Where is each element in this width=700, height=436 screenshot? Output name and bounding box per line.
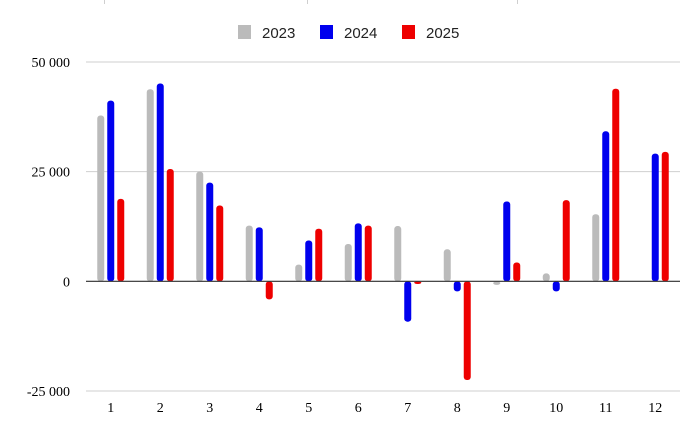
- bar-2025-8: [463, 281, 471, 381]
- bar-2024-10: [552, 281, 560, 292]
- bar-2024-12: [651, 153, 659, 282]
- bar-2025-1: [117, 198, 125, 282]
- x-tick-label: 3: [206, 401, 213, 416]
- bar-2025-9: [513, 262, 521, 282]
- bar-2025-6: [364, 225, 372, 282]
- legend-swatch-2024: [320, 25, 333, 39]
- frame-divider-left: [104, 0, 105, 4]
- x-tick-label: 8: [454, 401, 461, 416]
- y-tick-label: -25 000: [27, 385, 70, 400]
- bar-2024-2: [156, 83, 164, 282]
- legend-label-2023: 2023: [262, 25, 295, 42]
- bar-2023-5: [295, 264, 303, 282]
- frame-divider-mid: [307, 0, 308, 4]
- bar-2025-2: [166, 169, 174, 282]
- bar-2024-11: [602, 131, 610, 282]
- x-tick-label: 2: [157, 401, 164, 416]
- bar-2023-4: [245, 225, 253, 282]
- bar-2023-1: [97, 115, 105, 282]
- bar-2023-2: [146, 89, 154, 282]
- bar-2025-4: [265, 281, 273, 300]
- bar-2025-7: [414, 281, 422, 284]
- bar-2023-8: [443, 249, 451, 282]
- bar-2025-12: [661, 151, 669, 282]
- x-tick-label: 12: [648, 401, 662, 416]
- x-tick-label: 1: [107, 401, 114, 416]
- bars-layer: [97, 83, 669, 381]
- bar-2024-4: [255, 227, 263, 282]
- x-axis: 1 2 3 4 5 6 7 8 9 10 11 12: [107, 401, 662, 416]
- x-tick-label: 9: [503, 401, 510, 416]
- bar-2024-7: [404, 281, 412, 322]
- y-tick-label: 0: [63, 275, 70, 290]
- bar-2023-10: [542, 273, 550, 282]
- bar-2023-6: [344, 244, 352, 282]
- bar-2023-3: [196, 171, 204, 282]
- x-tick-label: 5: [305, 401, 312, 416]
- bar-2024-1: [107, 100, 115, 282]
- legend-label-2024: 2024: [344, 25, 377, 42]
- legend-swatch-2025: [402, 25, 415, 39]
- grid-lines: [86, 61, 680, 392]
- frame-divider-right: [517, 0, 518, 4]
- bar-2025-5: [315, 228, 323, 282]
- bar-2024-6: [354, 223, 362, 282]
- bar-2023-7: [394, 226, 402, 282]
- bar-2024-9: [503, 201, 511, 282]
- x-tick-label: 4: [256, 401, 263, 416]
- y-axis: -25 000 0 25 000 50 000: [27, 56, 70, 400]
- bar-2024-5: [305, 240, 313, 282]
- bar-2025-3: [216, 205, 224, 282]
- bar-2025-11: [612, 88, 620, 282]
- x-tick-label: 7: [404, 401, 411, 416]
- y-tick-label: 25 000: [32, 166, 71, 181]
- bar-2024-3: [206, 182, 214, 282]
- x-tick-label: 11: [599, 401, 612, 416]
- x-tick-label: 6: [355, 401, 362, 416]
- y-tick-label: 50 000: [32, 56, 71, 71]
- bar-2025-10: [562, 200, 570, 282]
- bar-2023-11: [592, 214, 600, 282]
- bar-2023-9: [493, 281, 501, 285]
- bar-2024-8: [453, 281, 461, 292]
- legend: 2023 2024 2025: [238, 25, 459, 42]
- legend-label-2025: 2025: [426, 25, 459, 42]
- x-tick-label: 10: [549, 401, 563, 416]
- legend-swatch-2023: [238, 25, 251, 39]
